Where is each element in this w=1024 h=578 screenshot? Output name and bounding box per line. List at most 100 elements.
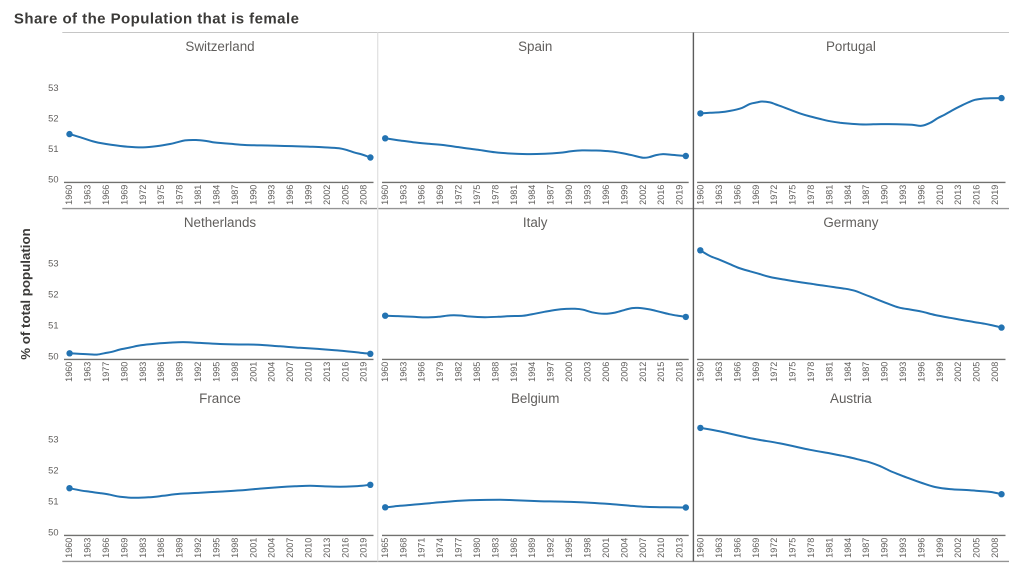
svg-text:2013: 2013 bbox=[675, 538, 685, 558]
svg-text:1977: 1977 bbox=[454, 538, 464, 558]
svg-text:1981: 1981 bbox=[824, 185, 834, 205]
svg-text:1989: 1989 bbox=[175, 362, 185, 382]
svg-text:1981: 1981 bbox=[509, 185, 519, 205]
svg-text:1990: 1990 bbox=[880, 185, 890, 205]
svg-text:1963: 1963 bbox=[398, 362, 408, 382]
svg-text:2001: 2001 bbox=[248, 538, 258, 558]
svg-text:2008: 2008 bbox=[990, 538, 1000, 558]
svg-text:51: 51 bbox=[48, 496, 58, 506]
svg-text:1972: 1972 bbox=[769, 538, 779, 558]
svg-text:2008: 2008 bbox=[990, 362, 1000, 382]
svg-text:France: France bbox=[199, 391, 241, 406]
svg-text:1980: 1980 bbox=[119, 362, 129, 382]
svg-text:2001: 2001 bbox=[601, 538, 611, 558]
svg-text:1972: 1972 bbox=[769, 362, 779, 382]
svg-text:50: 50 bbox=[48, 527, 58, 537]
svg-text:2016: 2016 bbox=[340, 362, 350, 382]
svg-text:1996: 1996 bbox=[285, 185, 295, 205]
svg-text:1966: 1966 bbox=[417, 185, 427, 205]
svg-text:Spain: Spain bbox=[518, 39, 552, 54]
svg-text:1974: 1974 bbox=[435, 538, 445, 558]
svg-text:1965: 1965 bbox=[380, 538, 390, 558]
svg-text:1963: 1963 bbox=[398, 185, 408, 205]
svg-text:1999: 1999 bbox=[935, 362, 945, 382]
svg-text:1966: 1966 bbox=[732, 362, 742, 382]
svg-text:52: 52 bbox=[48, 114, 58, 124]
svg-text:1969: 1969 bbox=[119, 538, 129, 558]
svg-text:2018: 2018 bbox=[675, 362, 685, 382]
svg-text:1998: 1998 bbox=[583, 538, 593, 558]
svg-text:1997: 1997 bbox=[546, 362, 556, 382]
svg-text:2001: 2001 bbox=[248, 362, 258, 382]
svg-text:1992: 1992 bbox=[193, 362, 203, 382]
svg-text:Germany: Germany bbox=[823, 215, 878, 230]
svg-text:1999: 1999 bbox=[935, 538, 945, 558]
svg-text:1986: 1986 bbox=[156, 538, 166, 558]
svg-text:1983: 1983 bbox=[490, 538, 500, 558]
svg-text:51: 51 bbox=[48, 144, 58, 154]
svg-text:% of total population: % of total population bbox=[18, 228, 33, 359]
svg-text:1996: 1996 bbox=[916, 185, 926, 205]
svg-text:2009: 2009 bbox=[619, 362, 629, 382]
svg-text:1989: 1989 bbox=[527, 538, 537, 558]
svg-text:1998: 1998 bbox=[230, 538, 240, 558]
svg-text:1982: 1982 bbox=[454, 362, 464, 382]
svg-text:1978: 1978 bbox=[175, 185, 185, 205]
svg-text:1987: 1987 bbox=[546, 185, 556, 205]
svg-text:Switzerland: Switzerland bbox=[185, 39, 254, 54]
svg-text:1963: 1963 bbox=[714, 185, 724, 205]
svg-text:2019: 2019 bbox=[990, 185, 1000, 205]
svg-text:1980: 1980 bbox=[472, 538, 482, 558]
svg-text:1987: 1987 bbox=[861, 362, 871, 382]
svg-text:1966: 1966 bbox=[732, 185, 742, 205]
svg-text:1999: 1999 bbox=[304, 185, 314, 205]
svg-text:1991: 1991 bbox=[509, 362, 519, 382]
svg-text:1990: 1990 bbox=[564, 185, 574, 205]
svg-text:2005: 2005 bbox=[340, 185, 350, 205]
svg-text:2006: 2006 bbox=[601, 362, 611, 382]
svg-text:1993: 1993 bbox=[898, 538, 908, 558]
svg-text:53: 53 bbox=[48, 434, 58, 444]
svg-text:1979: 1979 bbox=[435, 362, 445, 382]
svg-text:1960: 1960 bbox=[64, 185, 74, 205]
svg-text:1960: 1960 bbox=[64, 538, 74, 558]
svg-text:1978: 1978 bbox=[806, 185, 816, 205]
svg-text:1986: 1986 bbox=[509, 538, 519, 558]
svg-text:2010: 2010 bbox=[656, 538, 666, 558]
svg-text:2015: 2015 bbox=[656, 362, 666, 382]
svg-text:1984: 1984 bbox=[527, 185, 537, 205]
svg-text:1963: 1963 bbox=[714, 362, 724, 382]
svg-text:1960: 1960 bbox=[696, 185, 706, 205]
svg-text:2010: 2010 bbox=[304, 538, 314, 558]
svg-text:1990: 1990 bbox=[880, 362, 890, 382]
svg-text:1972: 1972 bbox=[769, 185, 779, 205]
svg-text:1960: 1960 bbox=[696, 362, 706, 382]
svg-text:1960: 1960 bbox=[380, 362, 390, 382]
svg-text:2005: 2005 bbox=[972, 538, 982, 558]
svg-text:1969: 1969 bbox=[751, 538, 761, 558]
svg-text:1975: 1975 bbox=[788, 185, 798, 205]
svg-text:2002: 2002 bbox=[638, 185, 648, 205]
svg-text:1996: 1996 bbox=[601, 185, 611, 205]
svg-text:1995: 1995 bbox=[212, 362, 222, 382]
svg-text:52: 52 bbox=[48, 289, 58, 299]
svg-text:53: 53 bbox=[48, 83, 58, 93]
svg-text:2004: 2004 bbox=[267, 362, 277, 382]
svg-text:2012: 2012 bbox=[638, 362, 648, 382]
svg-text:1993: 1993 bbox=[267, 185, 277, 205]
svg-text:1960: 1960 bbox=[64, 362, 74, 382]
svg-text:1993: 1993 bbox=[583, 185, 593, 205]
svg-text:1975: 1975 bbox=[788, 538, 798, 558]
svg-text:1984: 1984 bbox=[843, 185, 853, 205]
svg-text:1971: 1971 bbox=[417, 538, 427, 558]
svg-text:1963: 1963 bbox=[83, 362, 93, 382]
svg-text:1987: 1987 bbox=[861, 185, 871, 205]
svg-text:1969: 1969 bbox=[435, 185, 445, 205]
svg-text:1960: 1960 bbox=[696, 538, 706, 558]
svg-text:1975: 1975 bbox=[472, 185, 482, 205]
svg-text:Italy: Italy bbox=[523, 215, 548, 230]
svg-text:1992: 1992 bbox=[193, 538, 203, 558]
svg-text:2005: 2005 bbox=[972, 362, 982, 382]
svg-text:1978: 1978 bbox=[806, 362, 816, 382]
svg-text:1966: 1966 bbox=[101, 538, 111, 558]
